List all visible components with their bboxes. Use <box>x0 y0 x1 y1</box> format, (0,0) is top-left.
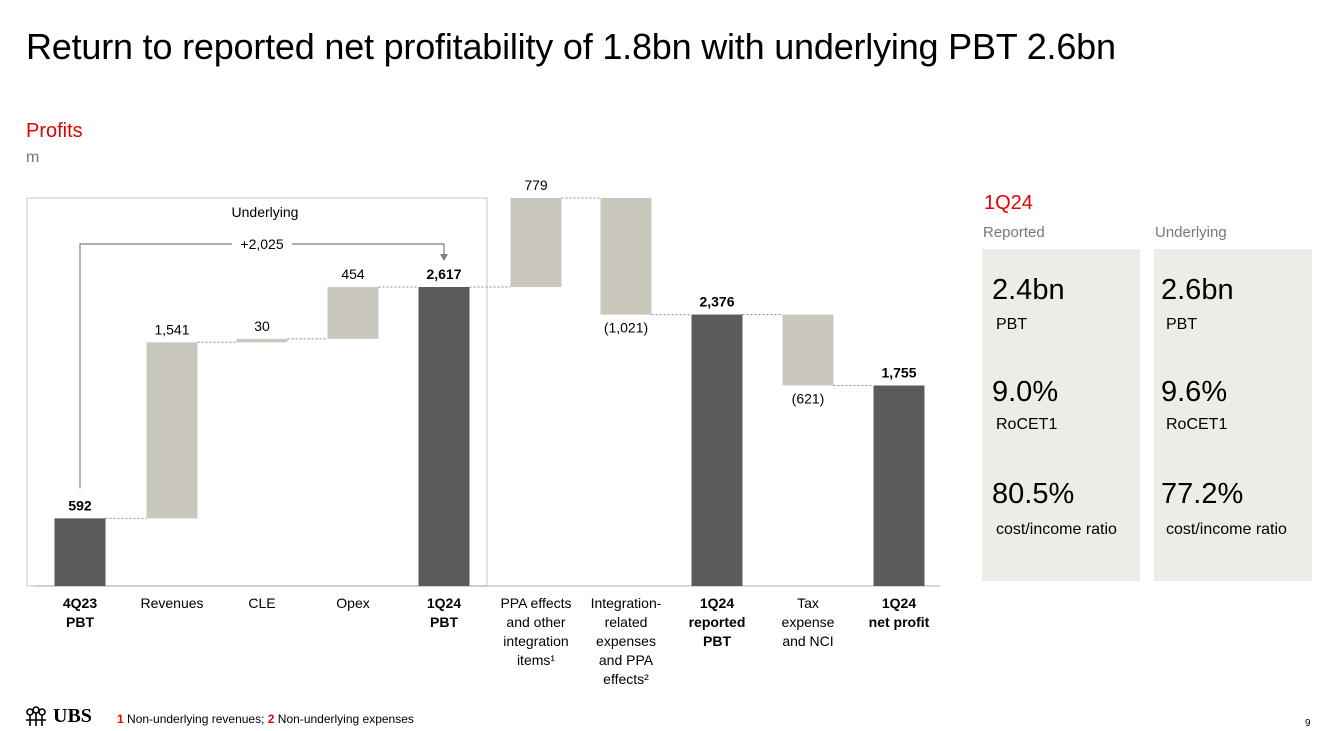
category-label: items¹ <box>517 652 555 668</box>
category-label: and NCI <box>782 633 833 649</box>
footnote-2-number: 2 <box>267 712 275 726</box>
category-label: Integration- <box>591 595 662 611</box>
chart-subtitle: Profits <box>26 120 83 142</box>
underlying-group-label: Underlying <box>232 204 299 220</box>
kpi-reported-cir-value: 80.5% <box>992 478 1075 510</box>
kpi-underlying-panel <box>1154 249 1312 581</box>
bar-value-label: (621) <box>792 390 825 406</box>
category-label: Opex <box>336 595 369 611</box>
ubs-logo: UBS <box>24 705 92 728</box>
bar-value-label: 1,755 <box>881 364 916 380</box>
footnote-2-text: Non-underlying expenses <box>274 712 414 726</box>
footnote: 1 Non-underlying revenues; 2 Non-underly… <box>117 712 414 726</box>
kpi-reported-pbt-label: PBT <box>996 316 1028 333</box>
category-label: reported <box>689 614 746 630</box>
category-label: PBT <box>66 614 94 630</box>
kpi-reported-panel <box>982 249 1140 581</box>
waterfall-bar <box>873 385 925 586</box>
waterfall-bar <box>418 287 470 586</box>
waterfall-bar <box>327 287 379 339</box>
bar-value-label: 592 <box>68 497 92 513</box>
keys-icon <box>26 705 46 726</box>
category-label: effects² <box>603 671 649 687</box>
footnote-1-text: Non-underlying revenues; <box>123 712 268 726</box>
kpi-underlying-pbt-value: 2.6bn <box>1161 274 1234 306</box>
bar-value-label: (1,021) <box>604 320 648 336</box>
category-label: PBT <box>430 614 458 630</box>
kpi-reported-rocet1-label: RoCET1 <box>996 416 1058 433</box>
category-label: expenses <box>596 633 656 649</box>
category-label: net profit <box>869 614 930 630</box>
page-number: 9 <box>1305 718 1311 729</box>
bridge-arrow-line <box>79 243 445 489</box>
bridge-label: +2,025 <box>240 236 283 252</box>
bar-value-label: 2,617 <box>426 266 461 282</box>
kpi-reported-pbt-value: 2.4bn <box>992 274 1065 306</box>
waterfall-bar <box>236 338 288 343</box>
waterfall-bar <box>510 198 562 288</box>
bar-value-label: 454 <box>341 266 365 282</box>
kpi-underlying-pbt-label: PBT <box>1166 316 1198 333</box>
kpi-reported-rocet1-value: 9.0% <box>992 376 1059 408</box>
waterfall-bar <box>600 198 652 315</box>
category-label: Revenues <box>140 595 203 611</box>
logo-text: UBS <box>53 705 92 727</box>
bar-value-label: 1,541 <box>154 321 189 337</box>
kpi-reported-cir-label: cost/income ratio <box>996 521 1117 538</box>
kpi-underlying-rocet1-label: RoCET1 <box>1166 416 1228 433</box>
category-label: Tax <box>797 595 819 611</box>
category-label: CLE <box>248 595 275 611</box>
category-label: PPA effects <box>500 595 571 611</box>
kpi-underlying-cir-value: 77.2% <box>1161 478 1244 510</box>
category-label: integration <box>503 633 568 649</box>
waterfall-bar <box>691 314 743 586</box>
kpi-underlying-rocet1-value: 9.6% <box>1161 376 1228 408</box>
kpi-reported-header: Reported <box>983 224 1045 241</box>
bridge-label-bg <box>232 234 292 254</box>
category-label: 1Q24 <box>882 595 916 611</box>
page-title: Return to reported net profitability of … <box>26 26 1116 67</box>
footnote-1-number: 1 <box>117 712 124 726</box>
bar-value-label: 779 <box>524 177 548 193</box>
category-label: expense <box>782 614 835 630</box>
category-label: 1Q24 <box>427 595 461 611</box>
waterfall-bar <box>782 314 834 386</box>
bridge-arrow-head <box>440 254 448 261</box>
waterfall-chart: Underlying 592 1,541 30 454 2,617 779 (1,021) 2,… <box>26 177 940 687</box>
kpi-underlying-cir-label: cost/income ratio <box>1166 521 1287 538</box>
category-label: 1Q24 <box>700 595 734 611</box>
category-label: and PPA <box>599 652 654 668</box>
kpi-underlying-header: Underlying <box>1155 224 1227 241</box>
waterfall-bar <box>54 518 106 586</box>
waterfall-bar <box>146 342 198 519</box>
category-label: related <box>605 614 648 630</box>
chart-unit: m <box>26 149 40 166</box>
category-label: PBT <box>703 633 731 649</box>
bar-value-label: 2,376 <box>699 294 734 310</box>
category-label: and other <box>506 614 565 630</box>
category-label: 4Q23 <box>63 595 97 611</box>
kpi-period-heading: 1Q24 <box>984 192 1033 214</box>
bar-value-label: 30 <box>254 318 270 334</box>
